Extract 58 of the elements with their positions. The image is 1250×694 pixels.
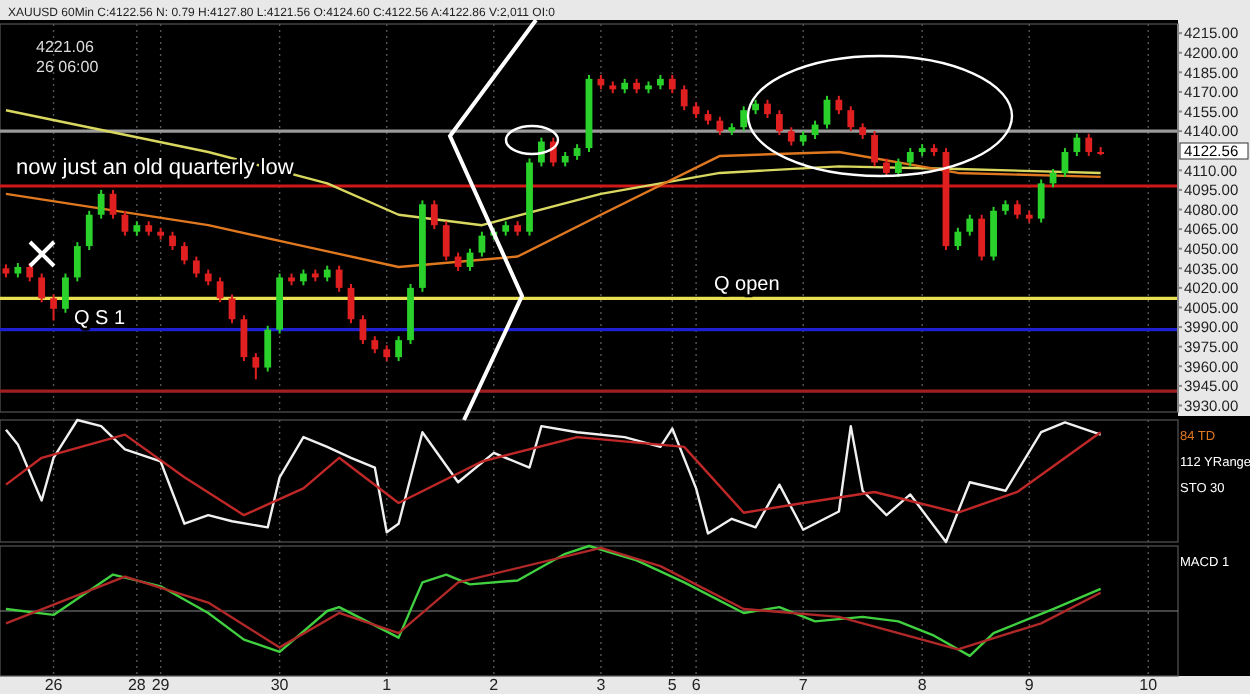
ref-line-label: Q S 1: [74, 307, 127, 330]
candlestick: [264, 324, 272, 373]
candlestick: [252, 352, 260, 381]
line-series: [4, 109, 1102, 227]
candlestick: [169, 230, 176, 252]
candlestick: [787, 126, 795, 147]
x-tick-label: 2: [489, 676, 500, 694]
x-tick-label: 6: [691, 676, 702, 694]
x-tick-label: 9: [1024, 676, 1035, 694]
candlestick: [38, 272, 46, 304]
candlestick: [62, 272, 69, 314]
candlestick: [50, 293, 57, 322]
candlestick: [847, 105, 855, 133]
candlestick: [978, 213, 986, 262]
x-tick-label: 3: [596, 676, 607, 694]
candlestick: [216, 276, 224, 304]
candlestick: [775, 109, 783, 137]
ref-line-label: Q open: [714, 274, 780, 297]
candlestick: [871, 130, 878, 168]
candlestick: [26, 262, 34, 283]
candlestick: [1085, 132, 1093, 157]
candlestick: [764, 98, 771, 120]
annotation: 4221.06: [36, 38, 95, 56]
candlestick: [97, 188, 105, 220]
candlestick: [192, 255, 200, 279]
candlestick: [894, 157, 902, 178]
candlestick: [430, 199, 438, 231]
candlestick: [680, 84, 688, 112]
annotation: 26 06:00: [36, 58, 100, 76]
candlestick: [990, 205, 997, 262]
candlestick: [954, 226, 962, 252]
candlestick: [85, 209, 93, 252]
candlestick: [454, 251, 462, 272]
candlestick: [442, 220, 450, 262]
candlestick: [668, 73, 676, 95]
x-tick-label: 7: [798, 676, 809, 694]
candlestick: [906, 147, 914, 168]
candlestick: [740, 105, 748, 133]
candlestick: [1013, 199, 1021, 220]
candlestick: [73, 241, 81, 283]
x-tick-label: 29: [151, 676, 171, 694]
x-tick-label: 5: [667, 676, 678, 694]
x-tick-label: 1: [382, 676, 393, 694]
candlestick: [716, 115, 724, 137]
x-tick-label: 8: [917, 676, 928, 694]
candlestick: [1073, 132, 1081, 157]
candlestick: [883, 157, 890, 178]
x-tick-label: 28: [127, 676, 147, 694]
x-tick-label: 30: [270, 676, 290, 694]
candlestick: [395, 335, 403, 363]
x-tick-label: 26: [44, 676, 64, 694]
candlestick: [835, 94, 843, 116]
candlestick: [181, 241, 188, 266]
x-tick-label: 10: [1139, 676, 1159, 694]
candlestick: [1037, 178, 1045, 224]
line-series: [4, 150, 1102, 269]
candlestick: [335, 264, 343, 293]
candlestick: [966, 213, 974, 237]
